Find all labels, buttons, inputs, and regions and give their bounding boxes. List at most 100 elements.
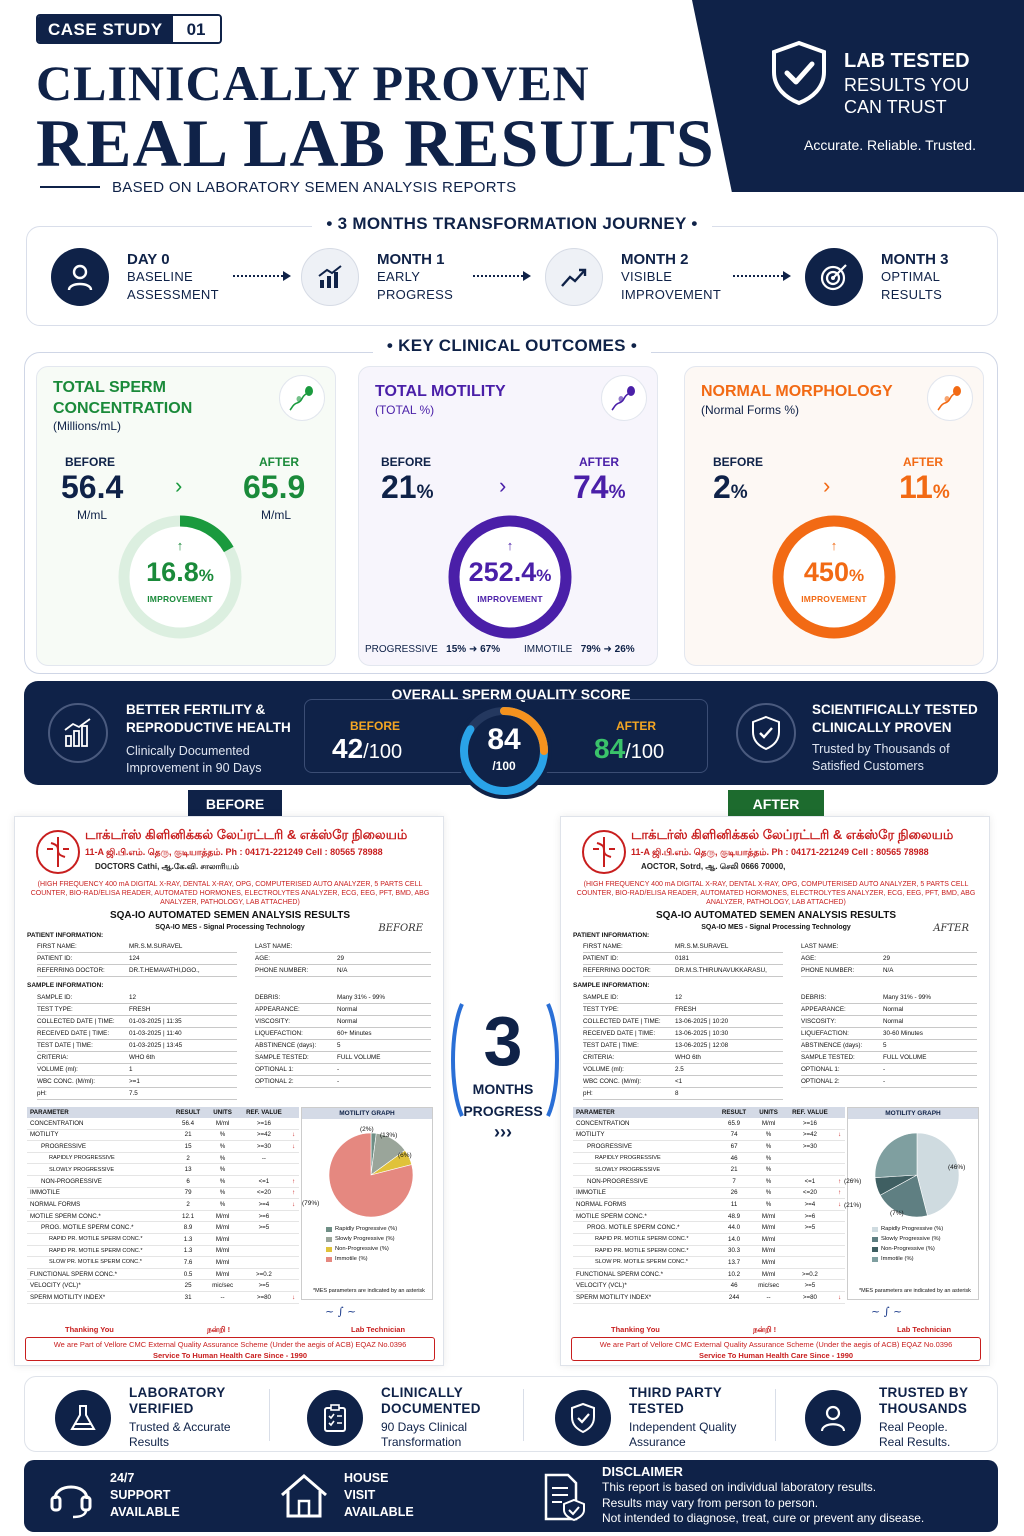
journey-arrow [473,271,531,281]
pie-slice [874,1132,918,1178]
sample-field: SAMPLE ID: 12 [583,994,683,1001]
sample-field: VISCOSITY: Normal [255,1018,358,1025]
journey-step-desc: RESULTS [881,286,943,302]
flag-arrow-icon [289,1279,299,1292]
sample-field: WBC CONC. (M/ml): >=1 [37,1078,140,1085]
report-footer: We are Part of Vellore CMC External Qual… [25,1337,435,1361]
flask-icon [55,1389,111,1446]
patient-field: PATIENT ID: 124 [37,955,140,962]
growth-chart-icon [48,703,108,763]
after-unit: M/mL [261,508,291,522]
pie-label: (79%) [302,1200,320,1207]
outcomes-title: • KEY CLINICAL OUTCOMES • [0,336,1024,356]
tamil-thanks: நன்றி ! [207,1325,231,1334]
case-study-badge: CASE STUDY 01 [36,14,222,44]
before-value: 56.4 [61,469,124,505]
user-icon [51,248,109,306]
flag-arrow-icon [289,1233,299,1246]
patient-info-heading: PATIENT INFORMATION: [27,932,104,939]
table-row: PROGRESSIVE 67% >=30 [573,1140,845,1153]
sperm-icon [601,375,647,421]
flag-arrow-icon [835,1279,845,1292]
chevron-right-icon: › [175,473,183,498]
flag-arrow-icon [289,1210,299,1223]
lab-name: டாக்டர்ஸ் கிளினிக்கல் லேப்ரட்டரி & எக்ஸ்… [85,827,408,842]
divider [269,1389,270,1441]
thanking-you: Thanking You [611,1325,660,1334]
lab-tested-tagline: Accurate. Reliable. Trusted. [804,137,976,153]
before-label: BEFORE [65,455,116,469]
sample-field: OPTIONAL 2: - [255,1078,340,1085]
pie-label: (26%) [844,1178,862,1185]
flag-arrow-icon: ↑ [289,1187,299,1200]
patient-field: PHONE NUMBER: N/A [255,967,348,974]
arrow-up-icon: ↑ [830,538,838,553]
clipboard-icon [307,1389,363,1446]
flag-arrow-icon [289,1256,299,1269]
pie-slice [328,1132,414,1218]
table-header: PARAMETER [573,1107,716,1118]
pie-slice [916,1132,960,1217]
chevron-right-icon: › [823,473,831,498]
lab-address: 11-A ஜி.பி.எம். தெரு, குடியாத்தம். Ph : … [85,847,383,857]
legend-item: Non-Progressive (%) [326,1246,389,1252]
table-row: SLOW PR. MOTILE SPERM CONC.* 13.7 M/ml [573,1256,845,1269]
flag-arrow-icon [835,1152,845,1165]
journey-arrow [233,271,291,281]
flag-arrow-icon [835,1233,845,1246]
sample-field: COLLECTED DATE | TIME: 13-06-2025 | 10:20 [583,1018,729,1025]
lab-tested-subtitle: RESULTS YOU CAN TRUST [844,75,970,117]
flag-arrow-icon: ↓ [835,1129,845,1142]
flag-arrow-icon: ↓ [835,1198,845,1211]
sample-info-heading: SAMPLE INFORMATION: [573,982,650,989]
features-strip: LABORATORY VERIFIED Trusted & Accurate Resu… [24,1376,998,1452]
report-subtitle: SQA-IO MES - Signal Processing Technolog… [701,924,851,931]
table-row: RAPIDLY PROGRESSIVE 2% -- [27,1152,299,1165]
case-study-label: CASE STUDY [38,16,173,42]
parameter-table: PARAMETER RESULT UNITS REF. VALUE CONCENTRAT… [573,1107,845,1304]
page-title-line2: REAL LAB RESULTS [36,105,715,181]
patient-field: FIRST NAME: MR.S.M.SURAVEL [583,943,729,950]
disclaimer: DISCLAIMER This report is based on indiv… [602,1464,925,1525]
signature: ~ ∫ ~ [871,1305,903,1318]
house-visit-info: HOUSE VISIT AVAILABLE [278,1470,414,1521]
legend-item: Rapidly Progressive (%) [326,1226,397,1232]
left-glow-bracket [451,1003,464,1117]
lab-technician: Lab Technician [351,1325,406,1334]
table-row: SLOWLY PROGRESSIVE 13% [27,1163,299,1176]
sample-field: VISCOSITY: Normal [801,1018,904,1025]
lab-report-before: டாக்டர்ஸ் கிளினிக்கல் லேப்ரட்டரி & எக்ஸ்… [14,816,444,1366]
table-row: VELOCITY (VCL)* 25 mic/sec >=5 [27,1279,299,1292]
motility-pie [874,1132,960,1218]
feature-clinically-documented: CLINICALLY DOCUMENTED 90 Days Clinical Tran… [307,1385,481,1450]
patient-field: LAST NAME: [801,943,839,950]
patient-field: AGE: 29 [255,955,345,962]
after-tag: AFTER [728,790,824,818]
sample-field: OPTIONAL 1: - [801,1066,886,1073]
motility-graph: MOTILITY GRAPH (46%) (21%) (7%) (26%) Rapidly… [844,1107,979,1300]
journey-step-label: MONTH 1 [377,250,445,268]
score-gauge-value: 84 [487,723,521,756]
legend-item: Non-Progressive (%) [872,1246,935,1252]
journey-title: • 3 MONTHS TRANSFORMATION JOURNEY • [0,214,1024,234]
table-row: NON-PROGRESSIVE 7% <=1 ↑ [573,1175,845,1188]
journey-step-label: MONTH 3 [881,250,949,268]
lab-doctors: DOCTORS Cathi, ஆ.கே.வி. சாலாரியம் [95,862,239,871]
before-value: 21% [381,469,434,505]
outcome-card-unit-label: (Millions/mL) [53,419,122,433]
trend-line-icon [545,248,603,306]
pie-label: (46%) [948,1164,966,1171]
legend-item: Slowly Progressive (%) [872,1236,941,1242]
flag-arrow-icon [289,1245,299,1258]
target-icon [805,248,863,306]
after-label: AFTER [903,455,943,469]
flag-arrow-icon: ↑ [835,1187,845,1200]
sample-field: SAMPLE ID: 12 [37,994,137,1001]
legend-item: Immotile (%) [326,1256,368,1262]
sample-field: TEST DATE | TIME: 13-06-2025 | 12:08 [583,1042,729,1049]
patient-field: FIRST NAME: MR.S.M.SURAVEL [37,943,183,950]
flag-arrow-icon [289,1268,299,1281]
table-row: CONCENTRATION 56.4 M/ml >=16 [27,1118,299,1130]
table-row: MOTILE SPERM CONC.* 12.1 M/ml >=6 [27,1210,299,1223]
page-title-line1: CLINICALLY PROVEN [36,55,590,111]
